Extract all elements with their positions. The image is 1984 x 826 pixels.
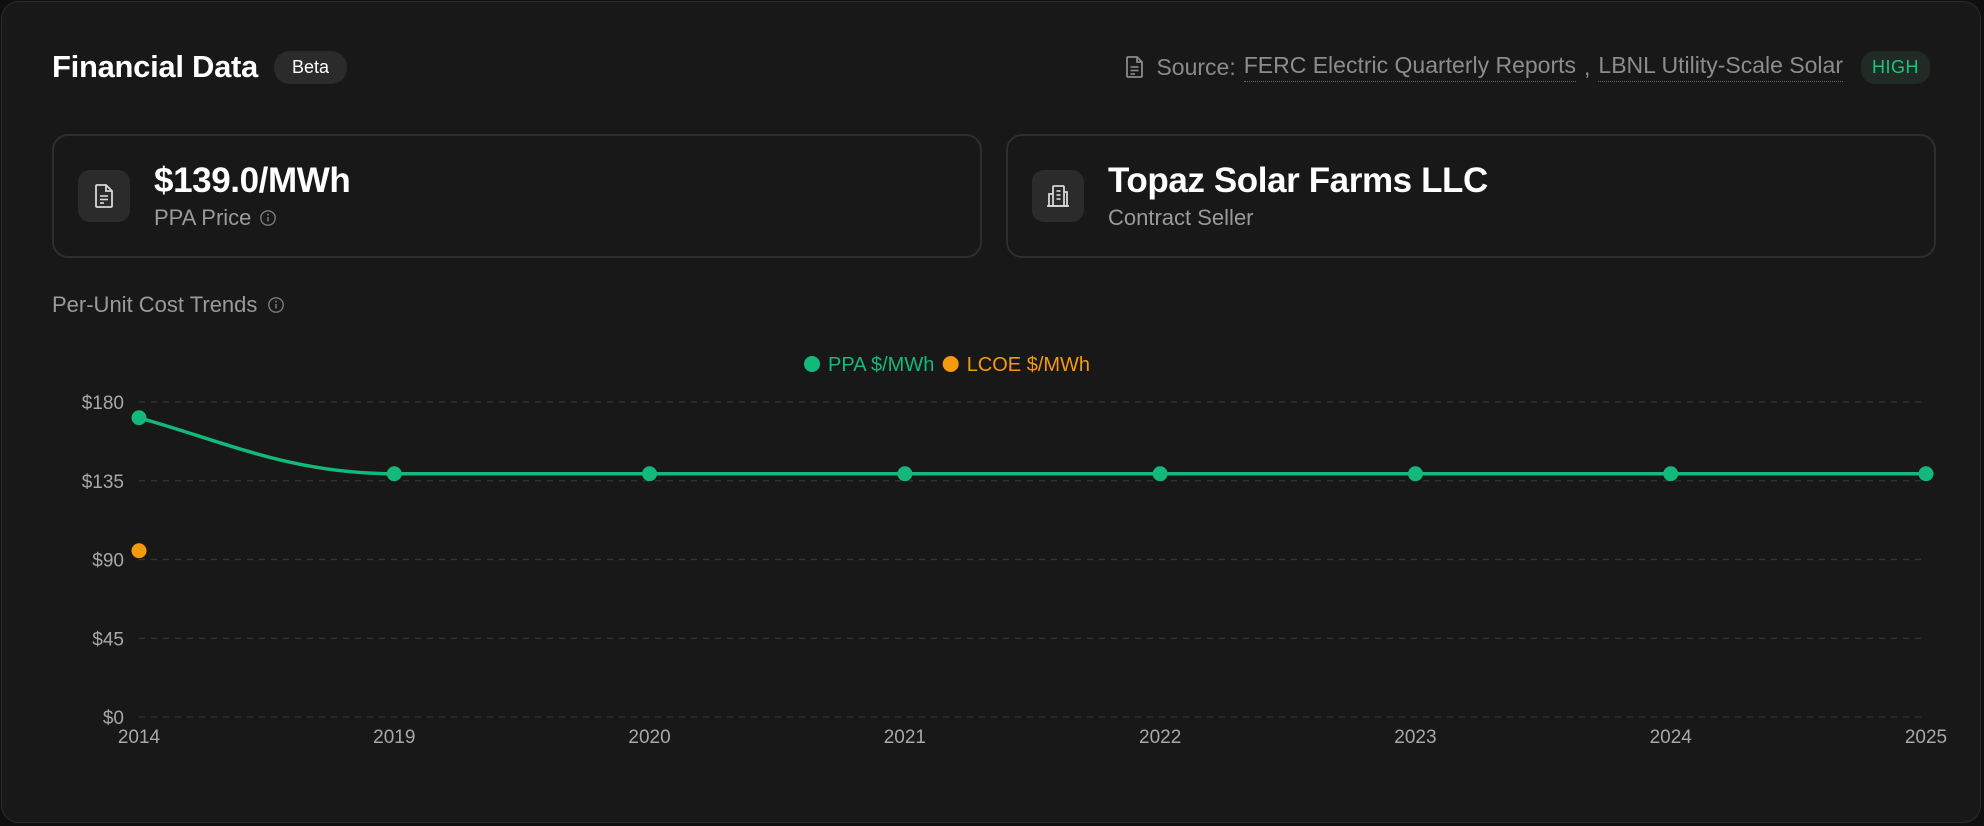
- title-group: Financial Data Beta: [52, 49, 348, 85]
- section-title-row: Per-Unit Cost Trends: [52, 292, 285, 318]
- contract-seller-value: Topaz Solar Farms LLC: [1108, 161, 1488, 200]
- source-link-lbnl[interactable]: LBNL Utility-Scale Solar: [1598, 52, 1843, 82]
- page-title: Financial Data: [52, 49, 258, 84]
- data-point[interactable]: [386, 466, 402, 482]
- document-icon: [1126, 56, 1144, 78]
- source-link-ferc[interactable]: FERC Electric Quarterly Reports: [1243, 52, 1577, 82]
- ppa-price-value: $139.0/MWh: [154, 161, 351, 200]
- data-point[interactable]: [897, 466, 913, 482]
- beta-badge: Beta: [273, 50, 348, 84]
- legend-label[interactable]: LCOE $/MWh: [967, 354, 1090, 376]
- seller-card-text: Topaz Solar Farms LLC Contract Seller: [1108, 161, 1488, 231]
- building-icon-tile: [1032, 170, 1084, 222]
- y-tick-label: $45: [92, 629, 124, 650]
- document-icon-tile: [78, 170, 130, 222]
- ppa-price-label-row: PPA Price: [154, 205, 350, 231]
- chart-legend: PPA $/MWh LCOE $/MWh: [804, 354, 1090, 376]
- y-tick-label: $135: [82, 472, 124, 493]
- data-point[interactable]: [642, 466, 658, 482]
- info-icon[interactable]: [267, 296, 285, 314]
- section-title: Per-Unit Cost Trends: [52, 292, 258, 317]
- x-tick-label: 2025: [1905, 727, 1947, 748]
- source-attribution: Source: FERC Electric Quarterly Reports …: [1124, 50, 1930, 84]
- x-axis: 2014 2019 2020 2021 2022 2023 2024 2025: [118, 727, 1947, 748]
- ppa-card-text: $139.0/MWh PPA Price: [154, 161, 351, 231]
- data-point[interactable]: [1152, 466, 1168, 482]
- confidence-badge: HIGH: [1861, 50, 1930, 84]
- building-icon: [1047, 185, 1069, 207]
- chart-series: [131, 410, 1934, 559]
- x-tick-label: 2021: [884, 727, 926, 748]
- source-label: Source:: [1156, 53, 1236, 80]
- y-axis: $0 $45 $90 $135 $180: [82, 393, 124, 729]
- panel-header: Financial Data Beta Source: FERC Electri…: [52, 46, 1930, 88]
- ppa-price-card: $139.0/MWh PPA Price: [52, 134, 982, 258]
- x-tick-label: 2023: [1394, 727, 1436, 748]
- contract-seller-label: Contract Seller: [1108, 205, 1254, 230]
- info-icon[interactable]: [259, 209, 277, 227]
- x-tick-label: 2022: [1139, 727, 1181, 748]
- data-point[interactable]: [1663, 466, 1679, 482]
- x-tick-label: 2024: [1650, 727, 1693, 748]
- x-tick-label: 2020: [628, 727, 670, 748]
- chart-grid: [139, 401, 1926, 718]
- source-separator: ,: [1584, 53, 1591, 80]
- legend-marker: [804, 356, 820, 372]
- x-tick-label: 2019: [373, 727, 415, 748]
- y-tick-label: $90: [92, 551, 124, 572]
- legend-label[interactable]: PPA $/MWh: [828, 354, 934, 376]
- y-tick-label: $180: [82, 393, 124, 414]
- data-point[interactable]: [1407, 466, 1423, 482]
- data-point[interactable]: [131, 410, 147, 426]
- legend-marker: [942, 356, 959, 372]
- series-line: [138, 416, 1926, 476]
- data-point[interactable]: [131, 543, 147, 559]
- ppa-price-label: PPA Price: [154, 205, 252, 230]
- contract-seller-card: Topaz Solar Farms LLC Contract Seller: [1006, 134, 1936, 258]
- y-tick-label: $0: [103, 708, 124, 729]
- file-text-icon: [95, 184, 113, 208]
- data-point[interactable]: [1918, 466, 1934, 482]
- cost-trends-chart: PPA $/MWh LCOE $/MWh $0 $45 $90 $135 $180 201…: [82, 354, 1947, 748]
- x-tick-label: 2014: [118, 727, 161, 748]
